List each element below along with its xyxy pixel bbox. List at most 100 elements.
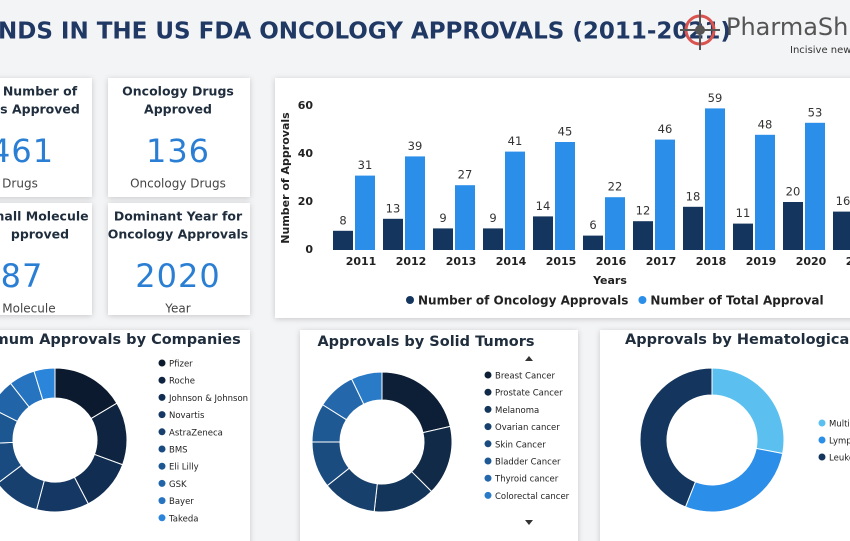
x-tick-label: 2018: [696, 255, 727, 268]
bar: [555, 142, 575, 250]
data-label: 48: [758, 117, 773, 131]
card-title: pproved: [11, 227, 69, 242]
legend-label: Novartis: [169, 411, 205, 421]
card-unit: Oncology Drugs: [130, 177, 226, 191]
data-label: 45: [558, 125, 573, 139]
bar: [505, 151, 525, 250]
y-tick-label: 0: [305, 243, 313, 256]
bar: [755, 134, 775, 250]
legend-label: GSK: [169, 480, 187, 490]
card-value: 136: [146, 132, 210, 170]
y-tick-label: 20: [298, 195, 314, 208]
x-tick-label: 2020: [796, 255, 827, 268]
card-title: Approved: [144, 102, 212, 117]
logo-text: PharmaSh: [726, 13, 848, 41]
card: [0, 78, 92, 197]
card-value: 87: [1, 257, 44, 295]
card-title: Oncology Approvals: [108, 227, 248, 242]
card-title: Oncology Drugs: [122, 84, 234, 99]
legend-swatch: [484, 491, 492, 499]
legend-label: Number of Total Approval: [650, 294, 823, 308]
legend-label: Eli Lilly: [169, 463, 199, 473]
legend-swatch: [484, 423, 492, 431]
bar: [783, 202, 803, 250]
card: [108, 203, 250, 315]
data-label: 18: [686, 189, 701, 203]
bar: [605, 197, 625, 250]
x-tick-label: 2016: [596, 255, 627, 268]
data-label: 22: [608, 180, 623, 194]
y-axis-label: Number of Approvals: [279, 112, 292, 244]
card-title: s Approved: [0, 102, 80, 117]
card-title: Number of: [3, 84, 78, 99]
data-label: 9: [489, 211, 496, 225]
data-label: 6: [589, 218, 596, 232]
legend-swatch: [484, 405, 492, 413]
legend-label: Colorectal cancer: [495, 492, 570, 502]
legend-label: BMS: [169, 446, 188, 456]
x-tick-label: 2015: [546, 255, 577, 268]
bar: [583, 235, 603, 250]
x-tick-label: 2012: [396, 255, 427, 268]
legend-label: Johnson & Johnson: [168, 394, 248, 404]
donut-slice: [350, 371, 383, 405]
data-label: 27: [458, 168, 473, 182]
bar: [655, 139, 675, 250]
logo-tagline: Incisive news: [790, 45, 850, 56]
page-title: NDS IN THE US FDA ONCOLOGY APPROVALS (20…: [0, 19, 731, 45]
card: [108, 78, 250, 197]
panel-title: Approvals by Hematological Ca: [625, 332, 850, 348]
legend-label: Melanoma: [495, 406, 539, 416]
legend-label: AstraZeneca: [169, 428, 223, 438]
data-label: 31: [358, 158, 373, 172]
legend-swatch: [158, 462, 166, 470]
bar: [833, 211, 850, 250]
legend-swatch: [406, 296, 414, 304]
panel-title: Approvals by Solid Tumors: [317, 334, 534, 350]
x-tick-label: 2011: [346, 255, 377, 268]
legend-label: Pfizer: [169, 360, 193, 370]
bar: [705, 108, 725, 251]
legend-label: Bayer: [169, 497, 194, 507]
legend-label: Ovarian cancer: [495, 423, 560, 433]
legend-label: Number of Oncology Approvals: [418, 294, 628, 308]
data-label: 20: [786, 185, 801, 199]
card-title: Dominant Year for: [114, 209, 243, 224]
card-title: mall Molecule: [0, 209, 89, 224]
legend-swatch: [158, 393, 166, 401]
data-label: 11: [736, 206, 751, 220]
y-tick-label: 40: [298, 147, 314, 160]
data-label: 46: [658, 122, 673, 136]
panel-title: ximum Approvals by Companies: [0, 332, 241, 348]
bar: [355, 175, 375, 250]
legend-swatch: [158, 428, 166, 436]
card-unit: all Molecule: [0, 302, 56, 316]
donut-slice: [0, 441, 23, 483]
x-tick-label: 2017: [646, 255, 677, 268]
legend-swatch: [484, 474, 492, 482]
legend-swatch: [158, 479, 166, 487]
x-tick-label: 2021: [846, 255, 850, 268]
donut-slice: [639, 367, 713, 508]
legend-label: Breast Cancer: [495, 372, 555, 382]
legend-swatch: [818, 453, 826, 461]
bar: [483, 228, 503, 250]
data-label: 8: [339, 213, 346, 227]
scroll-down[interactable]: [525, 520, 533, 525]
card-unit: Year: [164, 302, 190, 316]
data-label: 14: [536, 199, 551, 213]
data-label: 53: [808, 105, 823, 119]
bar: [433, 228, 453, 250]
scroll-up[interactable]: [525, 356, 533, 361]
y-tick-label: 60: [298, 99, 314, 112]
legend-swatch: [818, 436, 826, 444]
bar: [533, 216, 553, 250]
data-label: 41: [508, 134, 523, 148]
legend-label: Leuke: [829, 454, 850, 464]
bar: [733, 223, 753, 250]
legend-label: Thyroid cancer: [494, 475, 559, 485]
legend-swatch: [158, 376, 166, 384]
bar: [333, 230, 353, 250]
